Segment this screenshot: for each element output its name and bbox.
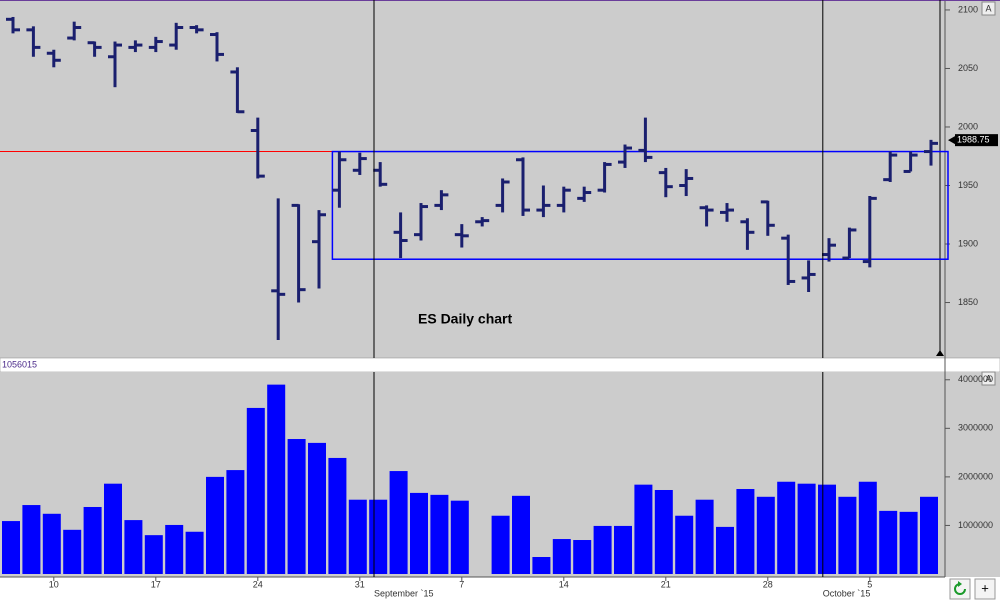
y-tick-label: 3000000 (958, 423, 993, 433)
volume-bar (63, 529, 82, 574)
volume-bar (818, 484, 836, 574)
refresh-icon[interactable] (954, 583, 966, 595)
volume-bar (491, 515, 510, 574)
volume-bar (899, 511, 918, 574)
volume-bar (144, 535, 163, 574)
volume-bar (532, 557, 551, 574)
zoom-button-label[interactable]: + (981, 580, 989, 595)
x-tick-label: 5 (867, 579, 872, 589)
zoom-button[interactable] (974, 578, 996, 600)
price-panel (0, 0, 1000, 358)
volume-scale-button[interactable] (981, 371, 996, 386)
volume-bar (797, 483, 816, 574)
refresh-button[interactable] (949, 578, 971, 600)
volume-scale-button-label[interactable]: A (985, 373, 991, 383)
volume-bar (369, 499, 388, 574)
volume-bar (226, 470, 245, 574)
volume-bar (22, 505, 41, 574)
x-tick-label: 24 (253, 579, 263, 589)
x-axis-band (0, 577, 1000, 610)
volume-bar (430, 494, 449, 574)
last-price-label: 1988.75 (957, 135, 990, 145)
volume-panel-label: 1056015 (2, 359, 37, 369)
volume-bar (287, 439, 306, 574)
last-price-box (955, 134, 998, 147)
volume-bar (573, 540, 592, 574)
volume-bar (756, 496, 775, 574)
price-scale-button[interactable] (981, 1, 996, 16)
volume-bar (246, 407, 265, 574)
x-tick-label: 14 (559, 579, 569, 589)
volume-bar (308, 442, 326, 574)
x-tick-label: 21 (661, 579, 671, 589)
volume-bar (450, 500, 469, 574)
separator-band (0, 357, 1000, 373)
volume-bar (858, 481, 877, 574)
volume-bar (389, 471, 408, 574)
volume-bar (185, 531, 204, 574)
y-tick-label: 1900 (958, 238, 978, 248)
volume-bar (512, 495, 530, 574)
y-tick-label: 1000000 (958, 520, 993, 530)
volume-bar (206, 476, 224, 574)
x-tick-label: 10 (49, 579, 59, 589)
volume-bar (675, 515, 694, 574)
last-price-marker (948, 136, 955, 145)
volume-bar (2, 521, 20, 574)
y-tick-label: 2000 (958, 121, 978, 131)
volume-bar (104, 483, 122, 574)
y-tick-label: 2000000 (958, 471, 993, 481)
volume-bar (124, 520, 143, 574)
volume-bar (348, 499, 367, 574)
y-tick-label: 2100 (958, 4, 978, 14)
y-tick-label: 1950 (958, 180, 978, 190)
volume-bar (879, 510, 898, 574)
volume-bar (654, 489, 673, 574)
volume-bar (42, 513, 61, 574)
volume-bar (410, 492, 428, 574)
month-label: October `15 (823, 588, 871, 598)
volume-bar (920, 496, 938, 574)
refresh-icon-arrow[interactable] (958, 581, 962, 587)
current-bar-marker (936, 350, 944, 356)
month-label: September `15 (374, 588, 434, 598)
volume-bar (716, 526, 734, 574)
price-scale-button-label[interactable]: A (985, 3, 991, 13)
x-tick-label: 17 (151, 579, 161, 589)
volume-bar (593, 525, 612, 574)
volume-bar (736, 489, 755, 574)
volume-bar (838, 496, 857, 574)
volume-bar (552, 539, 571, 574)
volume-bar (634, 484, 653, 574)
y-tick-label: 2050 (958, 63, 978, 73)
volume-bar (777, 481, 796, 574)
volume-bar (83, 506, 102, 574)
volume-bar (165, 524, 184, 574)
y-tick-label: 4000000 (958, 374, 993, 384)
volume-bar (267, 384, 286, 574)
y-tick-label: 1850 (958, 297, 978, 307)
x-tick-label: 7 (459, 579, 464, 589)
volume-bar (328, 457, 347, 574)
volume-bar (614, 525, 632, 574)
volume-bar (695, 499, 714, 574)
x-tick-label: 28 (763, 579, 773, 589)
annotation: ES Daily chart (418, 311, 512, 327)
x-tick-label: 31 (355, 579, 365, 589)
